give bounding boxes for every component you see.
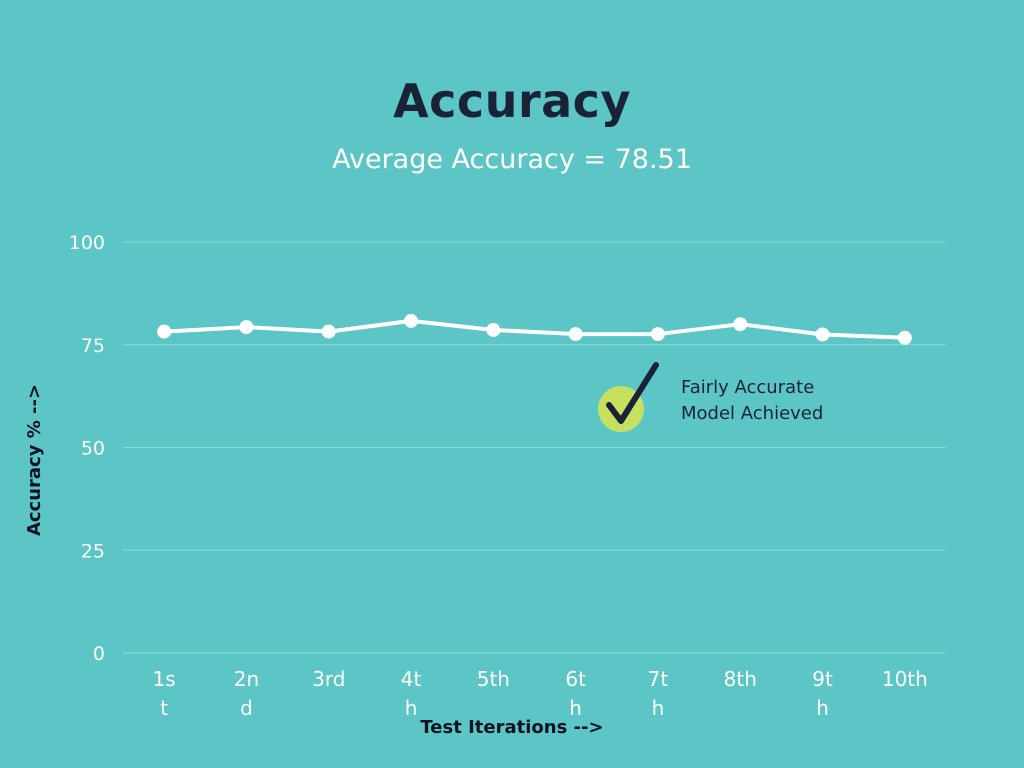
x-tick-label-line: h (569, 696, 582, 720)
y-tick-label: 75 (81, 335, 105, 357)
x-tick-label-line: t (160, 696, 168, 720)
x-tick-label-line: 8th (724, 667, 757, 691)
data-point (897, 330, 912, 345)
x-tick-label-line: 2n (234, 667, 259, 691)
data-point (568, 327, 583, 342)
x-tick-label: 9t h (812, 667, 833, 720)
x-tick-label-line: 9t (812, 667, 833, 691)
x-tick-label-line: 5th (477, 667, 510, 691)
annotation-line-2: Model Achieved (681, 403, 823, 424)
data-point (650, 327, 665, 342)
y-axis-label: Accuracy % --> (24, 384, 45, 536)
x-tick-label: 8th (724, 667, 757, 691)
x-tick-label-line: 6t (565, 667, 586, 691)
x-tick-label: 3rd (312, 667, 345, 691)
data-point (404, 313, 419, 328)
x-tick-label: 2n d (234, 667, 259, 720)
x-tick-label-line: 10th (882, 667, 928, 691)
x-tick-label: 6t h (565, 667, 586, 720)
chart-subtitle: Average Accuracy = 78.51 (332, 144, 692, 175)
x-tick-label-line: h (405, 696, 418, 720)
chart-title: Accuracy (393, 74, 631, 128)
x-tick-label-line: 7t (648, 667, 669, 691)
data-point (321, 324, 336, 339)
y-tick-label: 25 (81, 540, 105, 562)
x-axis-label: Test Iterations --> (420, 717, 603, 738)
y-tick-label: 50 (81, 438, 105, 460)
x-tick-label: 5th (477, 667, 510, 691)
data-point (733, 317, 748, 332)
data-point (239, 320, 254, 335)
checkmark-icon (606, 362, 659, 424)
x-tick-label-line: h (816, 696, 829, 720)
data-point (486, 322, 501, 337)
y-tick-label: 0 (93, 643, 105, 665)
x-tick-label-line: d (240, 696, 253, 720)
x-tick-label-line: 1s (153, 667, 176, 691)
series-line (162, 318, 907, 340)
annotation: Fairly Accurate Model Achieved (598, 362, 823, 432)
series-line-path (162, 318, 907, 340)
x-tick-label: 10th (882, 667, 928, 691)
x-tick-label-line: 3rd (312, 667, 345, 691)
annotation-line-1: Fairly Accurate (681, 377, 814, 398)
x-tick-label-line: h (652, 696, 665, 720)
y-tick-label: 100 (69, 232, 105, 254)
series-points (157, 313, 912, 345)
data-point (815, 327, 830, 342)
grid-lines (123, 241, 946, 654)
x-axis-ticks: 1s t 2n d 3rd 4t h 5th 6t h 7t h 8th 9t h 10th (153, 667, 928, 720)
x-tick-label: 4t h (401, 667, 422, 720)
x-tick-label: 1s t (153, 667, 176, 720)
data-point (157, 324, 172, 339)
x-tick-label-line: 4t (401, 667, 422, 691)
x-tick-label: 7t h (648, 667, 669, 720)
y-axis-ticks: 0 25 50 75 100 (69, 232, 105, 665)
